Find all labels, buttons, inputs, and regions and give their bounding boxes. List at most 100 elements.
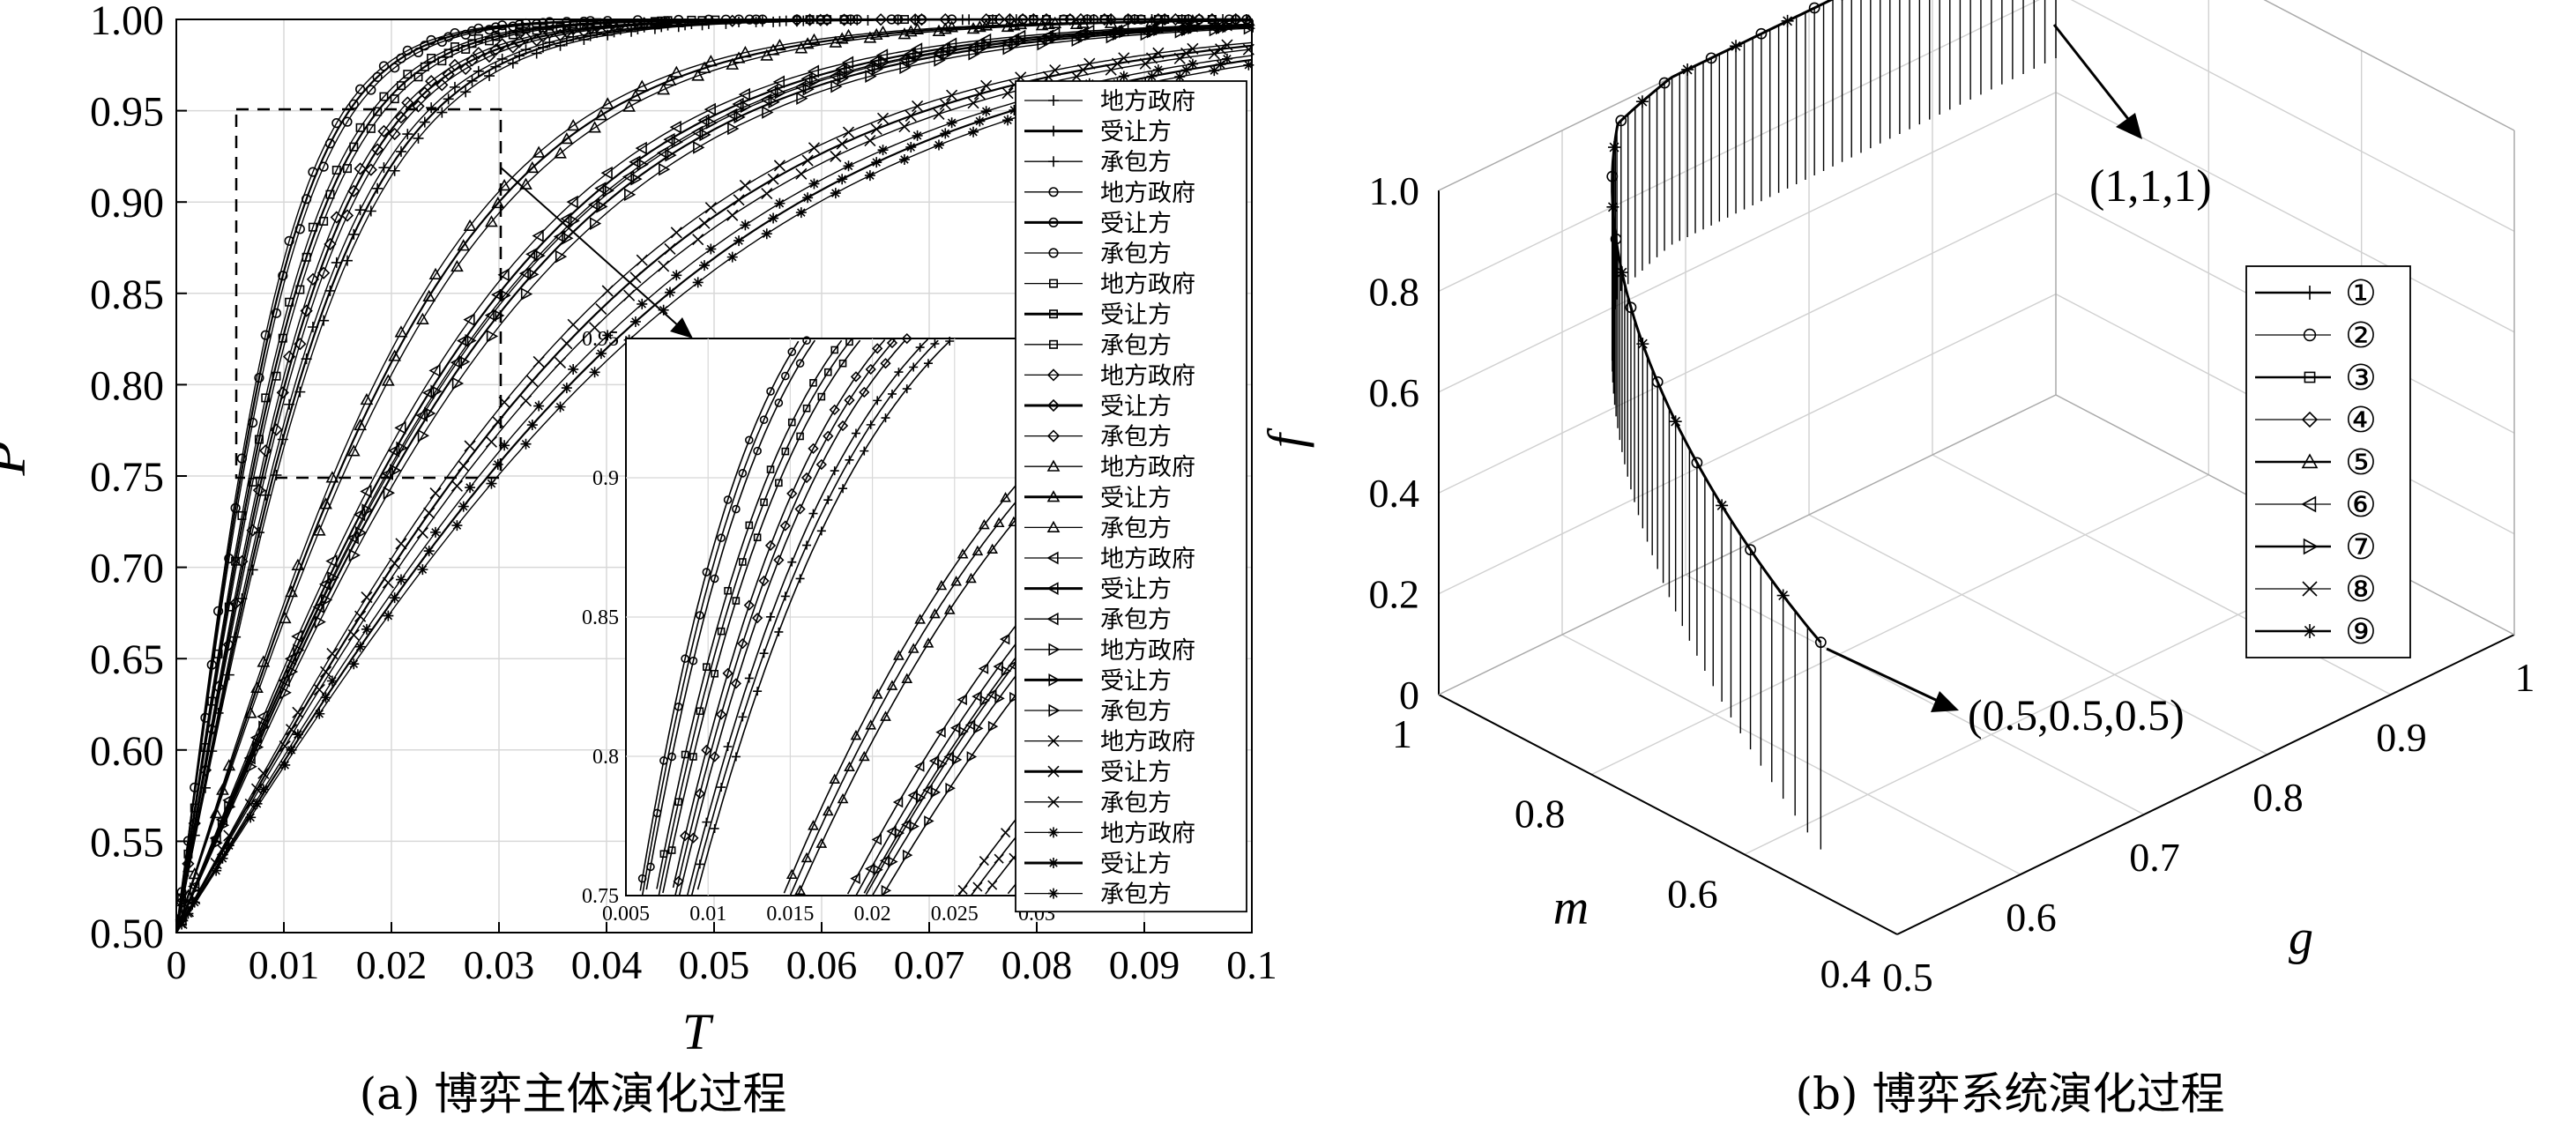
annotation-top-arrow — [2054, 25, 2132, 123]
a-series-marker — [934, 140, 944, 151]
b-legend-label: ④ — [2345, 400, 2377, 441]
a-legend-label: 受让方 — [1100, 759, 1172, 786]
a-series-marker — [486, 436, 496, 447]
a-series-marker — [465, 441, 475, 451]
annotation-bottom-arrowhead — [1931, 691, 1959, 712]
a-legend-label: 地方政府 — [1100, 180, 1195, 207]
a-series-marker — [796, 207, 807, 218]
b-trajectory-marker — [1606, 201, 1619, 213]
a-series-marker — [727, 252, 738, 263]
a-series-marker — [899, 154, 910, 165]
b-mtick-label: 1 — [1392, 711, 1412, 756]
a-series-marker — [361, 624, 372, 635]
a-series-marker — [190, 897, 200, 908]
a-series-marker — [905, 142, 916, 152]
a-series-marker — [665, 243, 675, 254]
a-ytick-label: 0.75 — [90, 454, 164, 501]
a-series-marker — [802, 155, 813, 166]
a-legend-label: 地方政府 — [1100, 546, 1195, 573]
b-legend-label: ① — [2345, 273, 2377, 314]
panel-a: 0.500.550.600.650.700.750.800.850.900.95… — [0, 0, 1277, 1119]
inset-ytick-label: 0.75 — [582, 885, 619, 908]
a-series-marker — [837, 138, 847, 149]
b-trajectory-marker — [1608, 141, 1620, 153]
b-trajectory-marker — [1681, 63, 1694, 76]
a-series-marker — [968, 127, 979, 138]
b-floor-grid-g — [1562, 635, 2021, 874]
b-gtick-label: 0.5 — [1882, 955, 1933, 1000]
a-series-marker — [740, 219, 750, 230]
a-series-marker — [659, 261, 669, 271]
a-series-marker — [740, 180, 750, 190]
a-series-marker — [947, 117, 957, 128]
a-ytick-label: 0.90 — [90, 180, 164, 227]
inset-ytick-label: 0.85 — [582, 606, 619, 629]
a-series-marker — [1002, 88, 1013, 99]
b-legend-marker — [2303, 624, 2317, 638]
a-series-marker — [899, 122, 910, 132]
a-series-marker — [224, 840, 235, 851]
a-series-marker — [830, 188, 841, 198]
a-series-marker — [974, 89, 985, 100]
b-legend-label: ⑧ — [2345, 569, 2377, 610]
inset-xtick-label: 0.025 — [931, 903, 979, 926]
a-legend-label: 地方政府 — [1100, 729, 1195, 756]
annotation-top-arrowhead — [2116, 113, 2142, 139]
a-series-marker — [1050, 65, 1061, 76]
a-xlabel: T — [682, 1003, 714, 1060]
a-ytick-label: 0.55 — [90, 819, 164, 866]
a-xtick-label: 0.01 — [249, 942, 320, 987]
a-xtick-label: 0.02 — [356, 942, 428, 987]
a-legend-label: 地方政府 — [1100, 454, 1195, 481]
a-series-marker — [596, 304, 607, 315]
a-series-marker — [671, 270, 681, 280]
a-series-marker — [774, 198, 785, 209]
a-legend-label: 地方政府 — [1100, 637, 1195, 665]
inset-ytick-label: 0.95 — [582, 328, 619, 351]
inset-ytick-label: 0.8 — [592, 746, 619, 769]
a-series-marker — [727, 210, 738, 220]
a-legend-label: 承包方 — [1100, 881, 1172, 909]
a-series-marker — [774, 160, 785, 171]
a-series-marker — [844, 127, 854, 138]
b-zlabel: f — [1257, 428, 1314, 448]
a-ytick-label: 0.80 — [90, 362, 164, 409]
inset-plot: 0.005 0.01 0.015 0.02 0.025 0.030.750.80.850.… — [582, 328, 1055, 926]
b-legend-label: ⑥ — [2345, 485, 2377, 525]
b-legend-label: ③ — [2345, 358, 2377, 398]
b-mtick-label: 0.4 — [1820, 951, 1872, 996]
a-series-marker — [637, 255, 647, 265]
b-gtick-label: 0.8 — [2252, 775, 2304, 820]
a-legend-label: 承包方 — [1100, 149, 1172, 176]
a-legend-label: 承包方 — [1100, 698, 1172, 725]
a-series-marker — [762, 189, 772, 199]
a-series-marker — [865, 170, 875, 181]
annotation-bottom-arrow — [1827, 649, 1939, 702]
a-series-marker — [361, 592, 372, 603]
a-series-marker — [521, 44, 532, 55]
b-gtick-label: 0.9 — [2376, 715, 2427, 760]
b-wall-grid-f — [1439, 93, 2056, 392]
b-trajectory-marker — [1716, 499, 1728, 511]
b-trajectory-marker — [1730, 40, 1742, 52]
b-legend-label: ② — [2345, 316, 2377, 356]
a-series-marker — [533, 356, 544, 367]
a-series-marker — [912, 100, 923, 111]
a-series-marker — [671, 227, 681, 238]
b-legend-label: ⑨ — [2345, 612, 2377, 652]
a-series-marker — [430, 527, 441, 538]
a-series-marker — [830, 151, 841, 161]
a-series-marker — [768, 213, 778, 224]
a-xtick-label: 0.06 — [786, 942, 858, 987]
a-legend-label: 受让方 — [1100, 301, 1172, 329]
a-series-marker — [693, 234, 704, 245]
a-ytick-label: 0.65 — [90, 636, 164, 683]
a-series-marker — [1002, 115, 1013, 125]
a-caption: (a) 博弈主体演化过程 — [360, 1068, 787, 1119]
a-series-marker — [733, 195, 744, 205]
a-legend-label: 承包方 — [1100, 515, 1172, 542]
b-legend: ①②③④⑤⑥⑦⑧⑨ — [2246, 266, 2410, 658]
b-trajectory-line — [1612, 0, 2056, 643]
a-series-marker — [968, 98, 979, 108]
